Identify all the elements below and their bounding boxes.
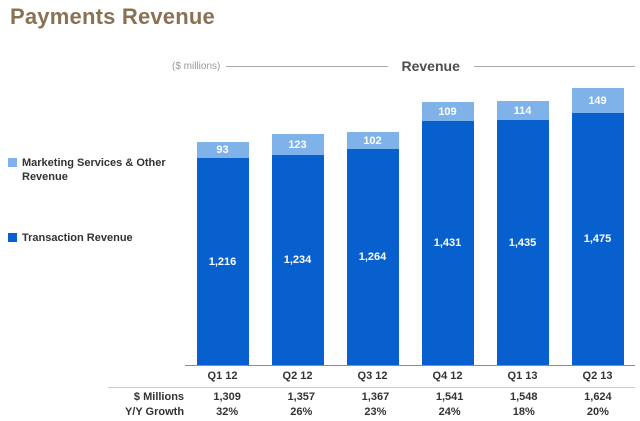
category-label: Q2 13 (582, 370, 613, 382)
stacked-bar: 93 1,216 (196, 142, 249, 365)
bar-segment: 102 (346, 132, 399, 149)
bar-column: 114 1,435 (485, 84, 560, 365)
bar-value-label: 93 (216, 144, 229, 156)
bar-segment: 1,216 (196, 158, 249, 365)
table-cell: 1,367 (361, 391, 390, 403)
stacked-bar: 102 1,264 (346, 132, 399, 365)
table-cell: 20% (586, 406, 609, 418)
category-axis: Q1 12 Q2 12 Q3 12 Q4 12 Q1 13 Q2 13 (185, 370, 635, 382)
category-label: Q2 12 (282, 370, 313, 382)
bar-column: 102 1,264 (335, 84, 410, 365)
bar-value-label: 1,435 (508, 236, 537, 249)
legend-swatch-transaction (8, 232, 17, 242)
page-title: Payments Revenue (10, 4, 215, 29)
table-cell: 23% (364, 406, 387, 418)
bar-value-label: 1,264 (358, 251, 387, 263)
legend-swatch-marketing (8, 158, 17, 167)
bar-segment: 1,475 (571, 113, 624, 365)
table-cell: 32% (216, 406, 239, 418)
bar-segment: 1,234 (271, 155, 324, 365)
chart-header: ($ millions) Revenue (172, 58, 636, 74)
category-label: Q1 12 (207, 370, 238, 382)
table-cell: 1,309 (213, 391, 241, 403)
category-label: Q4 12 (432, 370, 463, 382)
bar-column: 109 1,431 (410, 84, 485, 365)
table-divider (108, 387, 635, 388)
bar-value-label: 109 (438, 105, 457, 118)
legend-item-marketing: Marketing Services & Other Revenue (8, 156, 173, 185)
legend-label-transaction: Transaction Revenue (22, 231, 133, 244)
chart-title: Revenue (401, 58, 460, 74)
table-row-millions: $ Millions 1,309 1,357 1,367 1,541 1,548… (100, 391, 635, 403)
category-label: Q1 13 (507, 370, 538, 382)
bar-segment: 123 (271, 134, 324, 155)
header-rule-right (473, 65, 636, 67)
bar-column: 93 1,216 (185, 84, 260, 365)
bar-value-label: 114 (513, 104, 532, 117)
bar-value-label: 1,234 (283, 254, 312, 266)
legend-item-transaction: Transaction Revenue (8, 231, 173, 245)
bar-segment: 109 (421, 102, 474, 121)
table-cell: 26% (290, 406, 313, 418)
header-rule-left (226, 65, 388, 67)
units-label: ($ millions) (172, 60, 221, 72)
table-row-growth: Y/Y Growth 32% 26% 23% 24% 18% 20% (100, 406, 635, 418)
bar-column: 123 1,234 (260, 84, 335, 365)
table-cell: 1,548 (509, 391, 538, 403)
bar-value-label: 149 (588, 94, 607, 107)
bar-segment: 1,264 (346, 149, 399, 365)
stacked-bar: 109 1,431 (421, 102, 474, 365)
table-cell: 24% (438, 406, 461, 418)
bar-value-label: 1,475 (583, 233, 612, 245)
chart-legend: Marketing Services & Other Revenue Trans… (8, 156, 173, 291)
table-cell: 18% (512, 406, 535, 418)
table-cell: 1,624 (584, 391, 612, 403)
stacked-bar: 123 1,234 (271, 134, 324, 365)
stacked-bar: 149 1,475 (571, 88, 624, 365)
bar-column: 149 1,475 (560, 84, 635, 365)
bar-segment: 93 (196, 142, 249, 158)
table-cell: 1,541 (435, 391, 464, 403)
legend-label-marketing: Marketing Services & Other Revenue (22, 157, 166, 184)
bar-chart-plot-area: 93 1,216 123 1,234 102 1,264 109 1,431 114 1,435 1… (185, 84, 635, 366)
table-row-label: $ Millions (133, 391, 185, 403)
bar-value-label: 1,216 (208, 255, 237, 268)
bar-value-label: 102 (363, 134, 382, 147)
bar-segment: 149 (571, 88, 624, 113)
bar-segment: 1,431 (421, 121, 474, 365)
table-cell: 1,357 (287, 391, 316, 403)
bar-segment: 114 (496, 101, 549, 120)
bar-segment: 1,435 (496, 120, 549, 365)
stacked-bar: 114 1,435 (496, 101, 549, 365)
table-row-label: Y/Y Growth (124, 406, 185, 418)
bar-value-label: 1,431 (433, 237, 462, 249)
bar-value-label: 123 (288, 138, 307, 151)
category-label: Q3 12 (357, 370, 388, 382)
